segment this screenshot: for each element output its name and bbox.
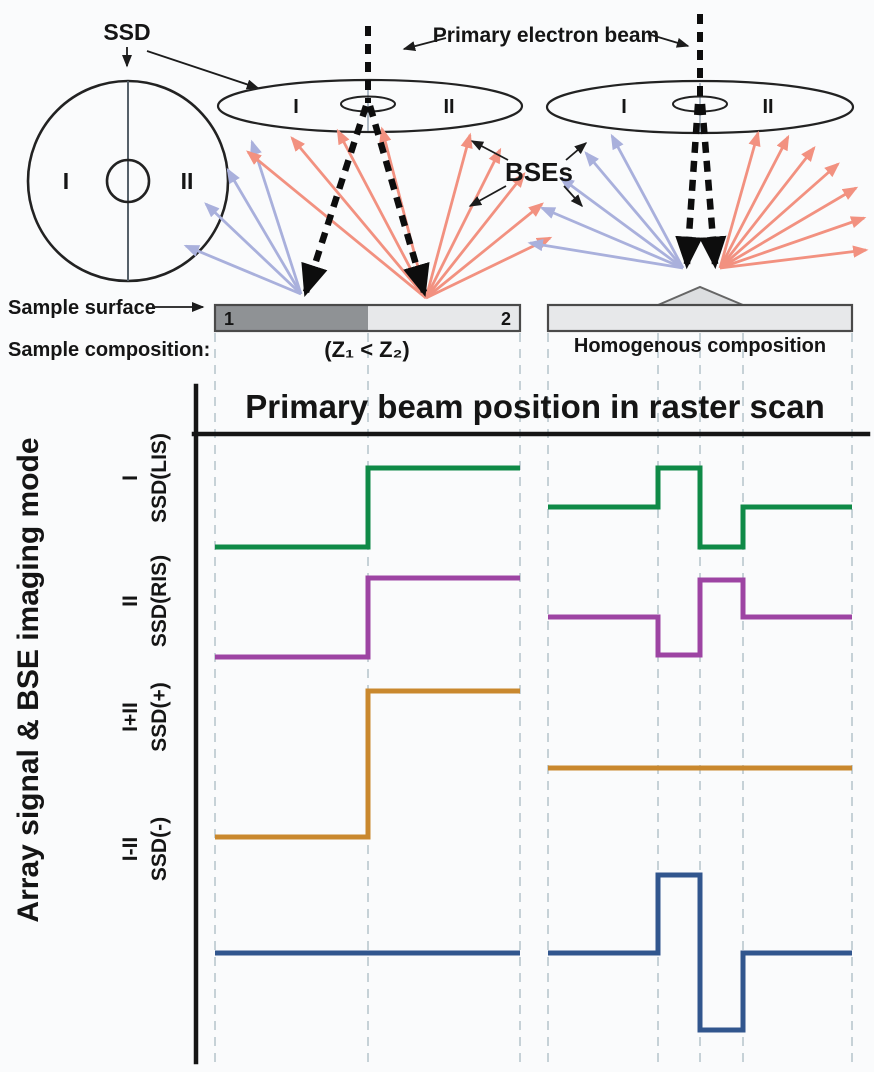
bses-pointer-arrows bbox=[468, 140, 588, 208]
signal-traces bbox=[215, 465, 852, 1033]
material-1-region bbox=[215, 305, 368, 331]
bse-arrows-right-left-slope bbox=[527, 133, 685, 270]
material-1-label: 1 bbox=[224, 309, 234, 329]
segment-II-label: II bbox=[181, 168, 194, 194]
topographic-bump bbox=[657, 285, 744, 306]
detector-hole bbox=[340, 95, 396, 113]
primary-beam-label: Primary electron beam bbox=[433, 24, 659, 47]
trace-i-ii-ssd- bbox=[215, 688, 852, 840]
bse-arrows-middle-material1 bbox=[183, 139, 303, 296]
primary-beam-middle bbox=[301, 26, 430, 297]
sample-composition-label: Sample composition: bbox=[8, 339, 210, 361]
z-relation-label: (Z₁ < Z₂) bbox=[324, 337, 409, 362]
sample-homogenous bbox=[546, 285, 854, 333]
sample-bar bbox=[548, 305, 852, 331]
row1-mode: I bbox=[119, 475, 142, 481]
trace-ii-ssd-ris- bbox=[215, 575, 852, 660]
row1-detector: SSD(LIS) bbox=[148, 433, 171, 523]
beam-arrow-right bbox=[647, 33, 690, 48]
segment-II-label: II bbox=[443, 96, 454, 118]
homogenous-label: Homogenous composition bbox=[574, 335, 826, 357]
sample-surface-label: Sample surface bbox=[8, 297, 156, 319]
row2-mode: II bbox=[119, 595, 142, 607]
ssd-arrow-to-side-view bbox=[146, 50, 260, 90]
plot-title: Primary beam position in raster scan bbox=[245, 388, 825, 425]
row4-mode: I-II bbox=[119, 837, 142, 862]
bse-arrows-right-right-slope bbox=[718, 130, 869, 270]
sample-two-materials: 1 2 bbox=[213, 303, 522, 333]
material-2-label: 2 bbox=[501, 309, 511, 329]
sample-bar-outline bbox=[213, 303, 522, 333]
segment-I-label: I bbox=[621, 96, 627, 118]
segment-I-label: I bbox=[63, 168, 69, 194]
primary-beam-right bbox=[675, 14, 727, 270]
trace-i-ssd-lis- bbox=[215, 465, 852, 550]
segment-I-label: I bbox=[293, 96, 299, 118]
detector-disc bbox=[545, 79, 855, 135]
ssd-label: SSD bbox=[103, 19, 150, 45]
y-axis-label: Array signal & BSE imaging mode bbox=[12, 437, 45, 922]
row2-detector: SSD(RIS) bbox=[148, 555, 171, 647]
row4-detector: SSD(-) bbox=[148, 817, 171, 881]
sample-bar-outline bbox=[546, 303, 854, 333]
beam-arrow-left bbox=[402, 37, 447, 52]
trace-i-ii-ssd- bbox=[215, 872, 852, 1033]
bses-label: BSEs bbox=[505, 157, 573, 187]
row-labels: I SSD(LIS) II SSD(RIS) I+II SSD(+) I-II … bbox=[119, 433, 171, 881]
row3-mode: I+II bbox=[119, 702, 142, 732]
ssd-center-hole bbox=[105, 158, 151, 204]
segment-II-label: II bbox=[762, 96, 773, 118]
material-2-region bbox=[368, 305, 520, 331]
row3-detector: SSD(+) bbox=[148, 682, 171, 751]
